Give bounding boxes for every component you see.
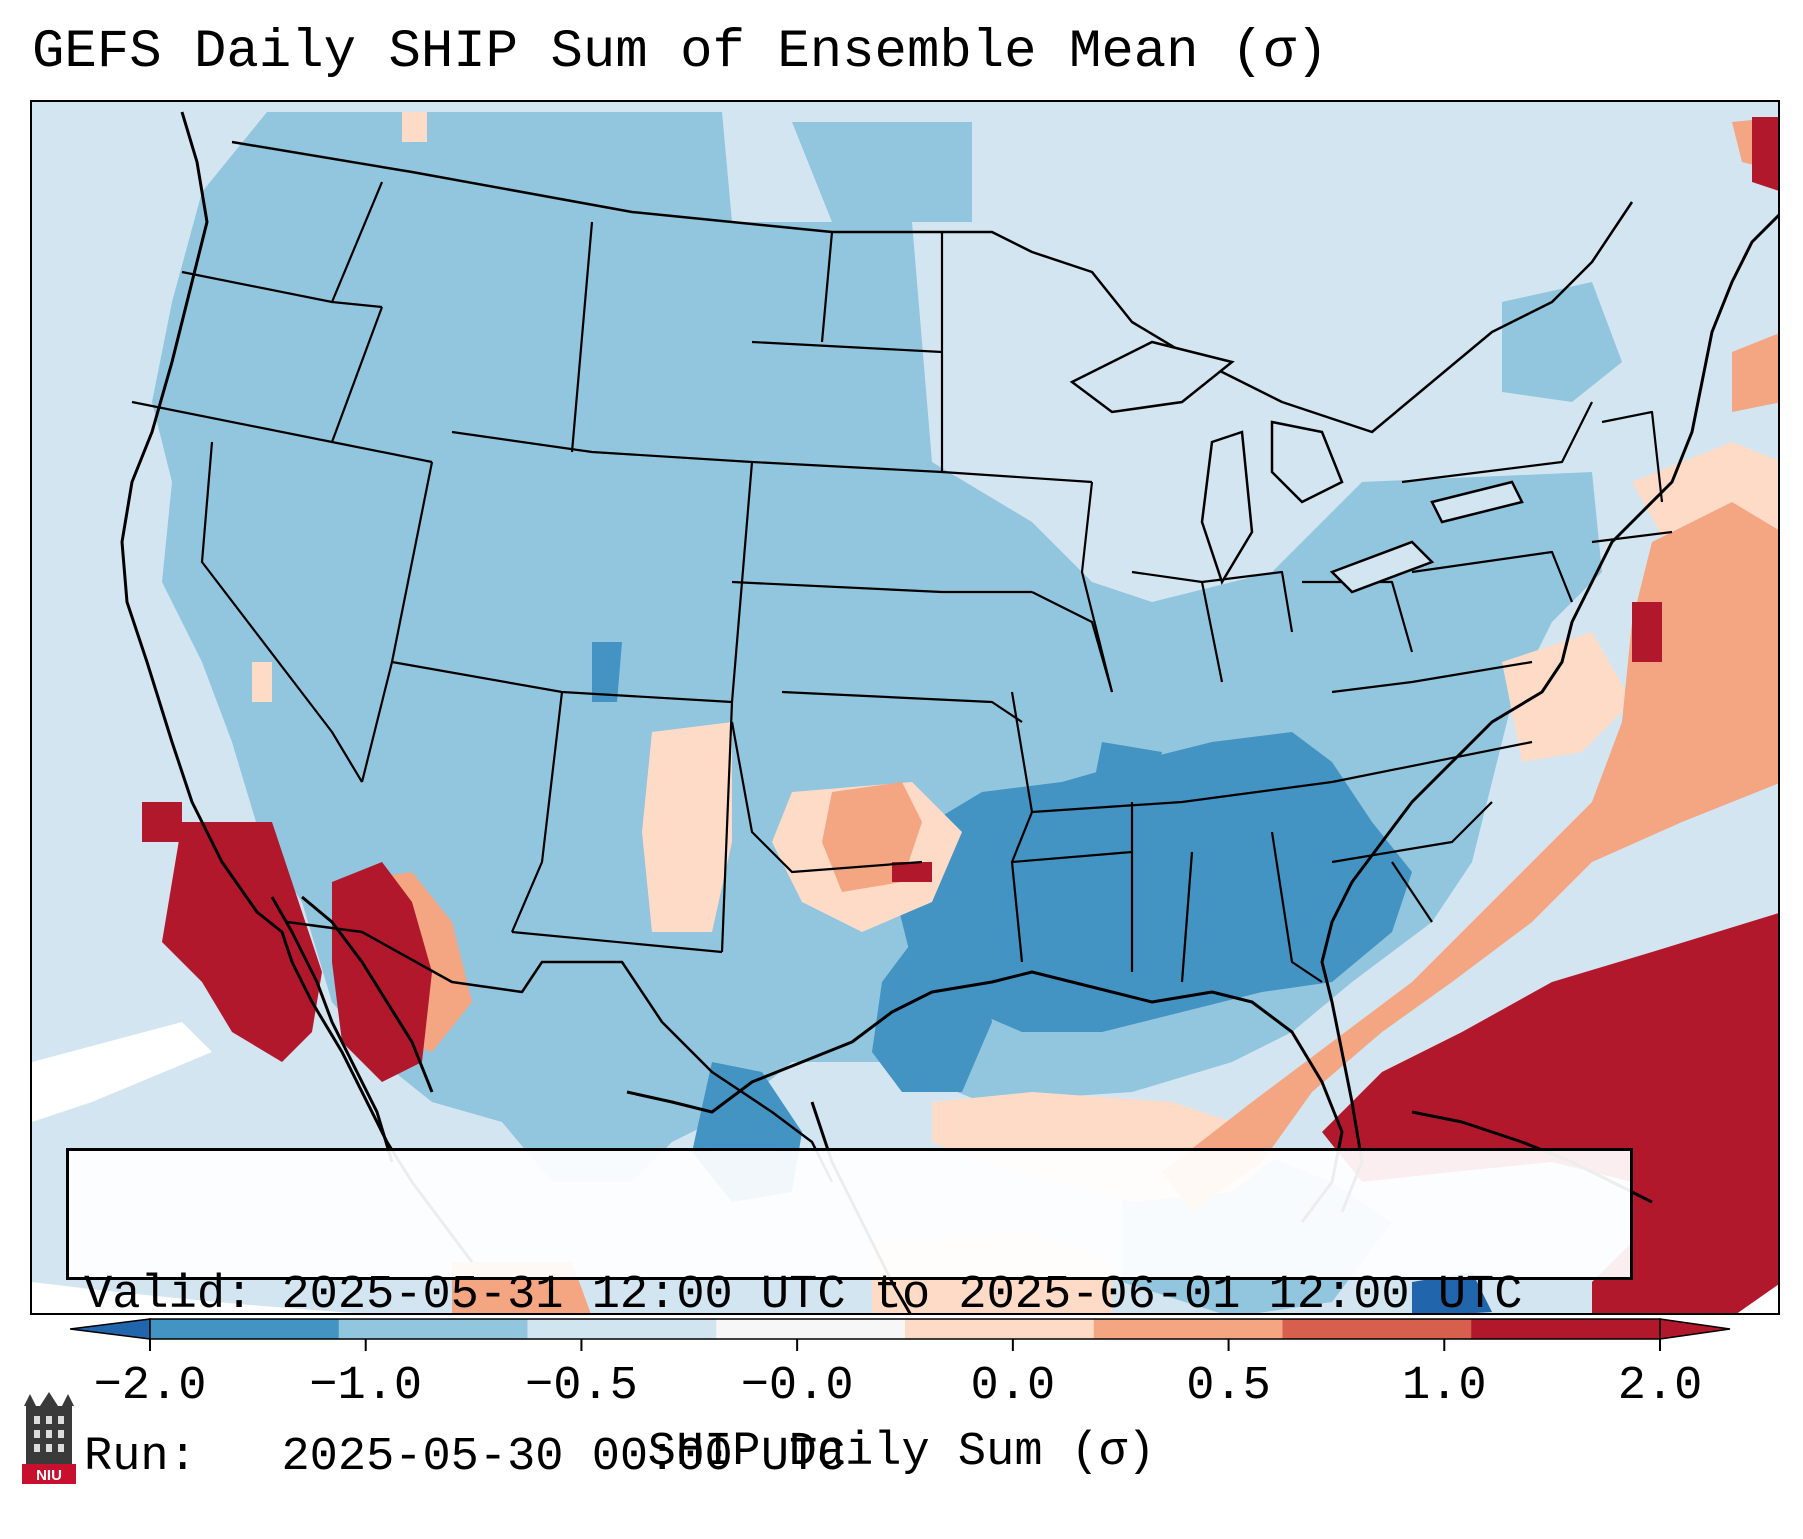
domain-edge-bottom-left bbox=[32, 1282, 354, 1313]
state-borders bbox=[131, 181, 1673, 983]
colorbar-tick-label: 0.0 bbox=[970, 1360, 1056, 1413]
colorbar-segment bbox=[905, 1319, 1095, 1339]
colorbar-extend-high bbox=[1659, 1318, 1731, 1340]
logo-text: NIU bbox=[36, 1467, 62, 1484]
valid-value: 2025-05-31 12:00 UTC to 2025-06-01 12:00… bbox=[281, 1269, 1523, 1322]
colorbar-tick-label: 2.0 bbox=[1617, 1360, 1703, 1413]
map-svg bbox=[32, 102, 1778, 1313]
colorbar-segments bbox=[70, 1318, 1731, 1340]
run-label: Run: bbox=[84, 1431, 197, 1484]
colorbar-tick-label: −0.0 bbox=[740, 1360, 854, 1413]
colorbar-label: SHIP Daily Sum (σ) bbox=[647, 1426, 1156, 1479]
colorbar-ticks bbox=[149, 1339, 1661, 1351]
colorbar-tick-label: 0.5 bbox=[1186, 1360, 1271, 1413]
field-missing-area bbox=[32, 1022, 212, 1122]
run-value: 2025-05-30 00:00 UTC bbox=[281, 1431, 846, 1484]
colorbar-segment bbox=[1471, 1319, 1661, 1339]
niu-logo: NIU bbox=[22, 1392, 76, 1484]
colorbar-segment bbox=[150, 1319, 340, 1339]
valid-label: Valid: bbox=[84, 1269, 254, 1322]
colorbar-segment bbox=[1093, 1319, 1283, 1339]
colorbar-tick-label: −1.0 bbox=[309, 1360, 423, 1413]
colorbar-outline bbox=[149, 1318, 1661, 1340]
valid-row: Valid: 2025-05-31 12:00 UTC to 2025-06-0… bbox=[84, 1269, 1630, 1323]
run-row: Run: 2025-05-30 00:00 UTC bbox=[84, 1431, 1630, 1485]
logo-banner bbox=[22, 1464, 76, 1484]
colorbar-segment bbox=[1282, 1319, 1472, 1339]
domain-edge-bottom-right bbox=[1737, 1284, 1778, 1313]
great-lakes bbox=[1069, 340, 1524, 594]
info-box: Valid: 2025-05-31 12:00 UTC to 2025-06-0… bbox=[66, 1148, 1633, 1484]
colorbar-tick-label: −0.5 bbox=[525, 1360, 638, 1413]
colorbar-segment bbox=[716, 1319, 906, 1339]
colorbar-segment bbox=[338, 1319, 528, 1339]
chart-title: GEFS Daily SHIP Sum of Ensemble Mean (σ) bbox=[32, 22, 1329, 83]
map-panel bbox=[30, 100, 1780, 1315]
country-borders bbox=[231, 140, 1634, 1183]
colorbar-extend-low bbox=[70, 1318, 151, 1340]
colorbar-tick-label: 1.0 bbox=[1401, 1360, 1487, 1413]
field-positive-strong bbox=[142, 117, 1778, 1313]
colorbar-segment bbox=[527, 1319, 717, 1339]
colorbar-tick-label: −2.0 bbox=[93, 1360, 207, 1413]
colorbar bbox=[70, 1318, 1731, 1351]
